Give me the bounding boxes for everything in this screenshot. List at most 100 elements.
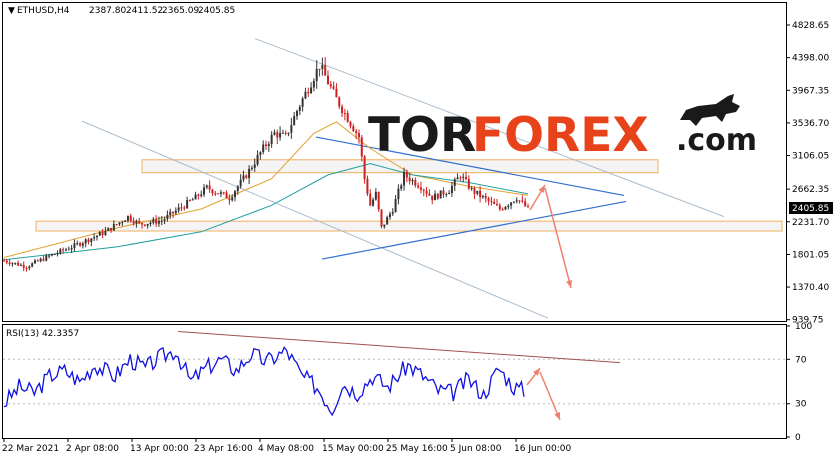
candle-body	[211, 189, 214, 194]
candle-body	[214, 193, 217, 195]
candle-body	[355, 131, 358, 134]
candle-body	[391, 212, 394, 214]
candle-body	[177, 207, 180, 211]
candle-body	[3, 260, 5, 262]
moving-average-line	[3, 163, 529, 261]
candle-body	[343, 113, 346, 115]
candle-body	[259, 152, 262, 155]
rsi-forecast-arrow-line	[539, 371, 561, 421]
candle-body	[329, 84, 332, 87]
candle-body	[129, 215, 132, 221]
price-tick-label: 1370.40	[792, 283, 829, 293]
candle-body	[341, 106, 344, 114]
triangle-line	[321, 200, 627, 260]
price-tick-label: 939.75	[792, 316, 824, 326]
candle-body	[349, 122, 352, 127]
candle-body	[191, 199, 194, 201]
candle-body	[414, 179, 417, 186]
rsi-axis: 100 70 30 0	[3, 322, 812, 443]
close-value: 2405.85	[198, 6, 235, 16]
time-axis: 22 Mar 2021 2 Apr 08:00 13 Apr 00:00 23 Apr…	[2, 438, 571, 454]
price-tick-label: 3967.35	[792, 86, 829, 96]
candle-body	[276, 132, 279, 138]
sr-zone	[141, 159, 659, 174]
candle-body	[17, 262, 20, 266]
candle-body	[372, 199, 375, 206]
bull-icon	[680, 94, 740, 126]
candle-body	[411, 179, 414, 182]
candle-body	[217, 193, 220, 195]
logo-text-com: .com	[676, 123, 757, 158]
candle-body	[442, 190, 445, 195]
candle-body	[132, 220, 135, 224]
candle-body	[510, 202, 513, 206]
candle-body	[56, 253, 59, 255]
price-tick-label: 2662.35	[792, 185, 829, 195]
candle-body	[352, 126, 355, 132]
rsi-panel-frame	[2, 324, 787, 439]
candle-body	[160, 220, 163, 222]
candle-body	[476, 190, 479, 194]
candle-body	[93, 237, 96, 239]
candle-body	[527, 206, 529, 208]
time-tick-label: 5 Jun 08:00	[450, 444, 502, 454]
candle-body	[228, 198, 231, 201]
candle-body	[28, 266, 31, 269]
price-tick-label: 3106.05	[792, 152, 829, 162]
candle-body	[439, 190, 442, 199]
candle-body	[81, 243, 84, 246]
candle-body	[39, 258, 42, 262]
candle-body	[403, 171, 406, 186]
candle-body	[45, 255, 48, 261]
candle-body	[493, 201, 496, 205]
price-tick-label: 2231.70	[792, 218, 829, 228]
candle-body	[203, 187, 206, 195]
candle-body	[14, 262, 17, 264]
candle-body	[234, 191, 237, 198]
rsi-tick-label: 30	[795, 400, 807, 410]
candle-body	[380, 209, 383, 227]
candle-body	[504, 206, 507, 210]
candle-body	[146, 223, 149, 226]
candle-body	[518, 200, 521, 202]
candle-body	[445, 194, 448, 196]
candle-body	[436, 193, 439, 199]
candle-body	[62, 249, 65, 251]
candle-body	[335, 88, 338, 98]
candle-body	[400, 185, 403, 189]
candle-body	[321, 65, 324, 69]
time-tick-label: 15 May 00:00	[322, 444, 384, 454]
candle-body	[326, 75, 329, 85]
candle-body	[374, 191, 377, 200]
candle-body	[324, 65, 327, 76]
candle-body	[135, 220, 138, 224]
candle-body	[70, 248, 73, 250]
rsi-forecast-arrowhead	[554, 412, 561, 420]
candle-body	[169, 211, 172, 215]
rsi-trendline	[177, 331, 621, 364]
candle-body	[5, 260, 8, 263]
candle-body	[22, 264, 25, 268]
support-resistance-zones	[35, 159, 783, 232]
candle-body	[287, 132, 290, 134]
candle-body	[121, 222, 124, 224]
logo-text-tor: TOR	[368, 108, 476, 163]
candle-body	[186, 200, 189, 209]
price-tick-label: 1801.05	[792, 250, 829, 260]
candle-body	[301, 98, 304, 107]
candle-body	[95, 235, 98, 238]
candle-body	[8, 262, 11, 264]
candle-body	[84, 239, 87, 244]
candle-body	[104, 230, 107, 235]
candle-body	[369, 193, 372, 206]
candle-body	[270, 134, 273, 145]
candle-body	[138, 220, 141, 223]
candle-body	[42, 258, 45, 261]
rsi-tick-label: 70	[795, 355, 807, 365]
candle-body	[245, 175, 248, 179]
candle-body	[197, 194, 200, 196]
candle-body	[417, 185, 420, 188]
header-triangle-icon: ▼	[8, 6, 15, 16]
rsi-label: RSI(13) 42.3357	[6, 329, 79, 339]
